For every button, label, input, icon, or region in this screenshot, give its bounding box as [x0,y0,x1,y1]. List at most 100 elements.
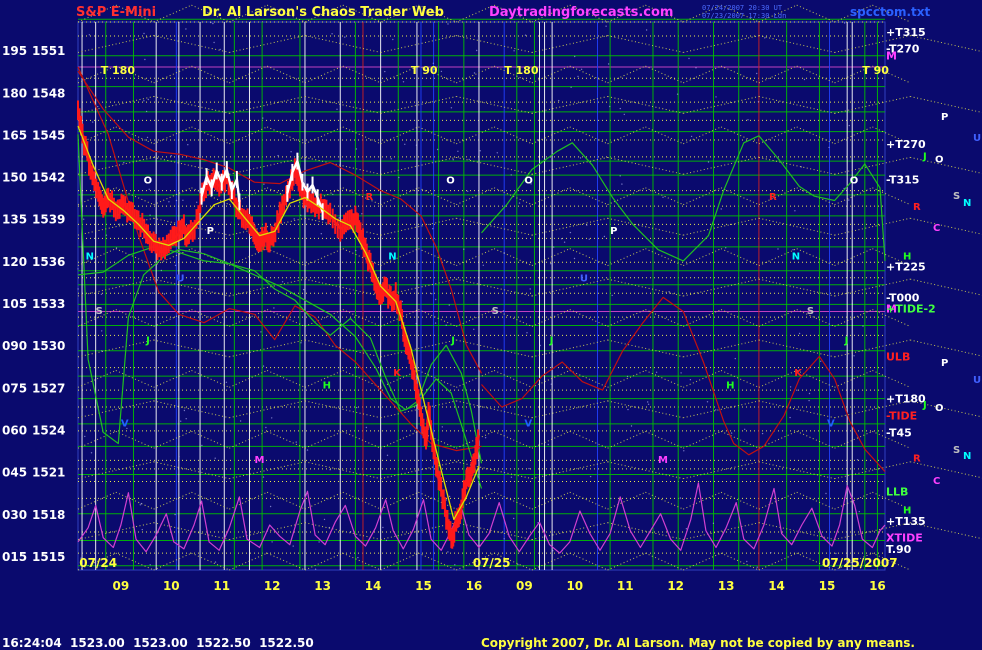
flux-line [342,370,381,388]
flux-line [153,65,192,84]
planet-label: R [769,192,777,203]
flux-line [531,552,570,571]
planet-label: O [144,175,153,186]
right-line-label: +T180 [886,393,926,406]
star-dot [306,449,309,451]
star-dot [621,183,623,185]
right-line-label: LLB [886,485,908,498]
flux-line [683,126,722,145]
flux-line [229,552,268,571]
aspect-label: R [913,202,921,213]
star-dot [196,201,198,203]
aspect-label: H [903,506,911,517]
star-dot [143,32,145,35]
flux-line [191,430,230,449]
y-tick-right-label: 1527 [32,381,65,395]
star-dot [331,33,333,35]
star-dot [647,401,649,403]
flux-line [834,187,873,206]
right-line-label: M [886,50,897,63]
star-dot [250,237,253,239]
star-dot [152,292,154,294]
timestamp-line-1: 07/24/2007 20:30 UT [702,4,783,12]
x-tick-label: 09 [113,579,130,593]
flux-line [569,65,608,84]
star-dot [269,505,272,508]
flux-line [229,339,306,358]
star-dot [503,252,505,254]
flux-line [834,156,911,175]
star-dot [401,300,404,303]
y-tick-left-label: 060 [2,423,27,437]
star-dot [182,199,184,201]
flux-line [266,248,306,267]
flux-line [456,156,533,175]
flux-line [153,400,230,419]
flux-line [834,400,911,419]
star-dot [277,154,279,157]
flux-line [910,400,982,418]
t-label: T 90 [862,64,889,77]
right-line-label: +TIDE-2 [886,303,936,316]
flux-line [229,430,268,449]
star-dot [685,528,688,530]
right-line-label: -T315 [886,173,919,186]
star-dot [293,218,295,220]
flux-line [153,187,192,206]
star-dot [432,228,434,230]
flux-line [607,248,646,267]
star-dot [479,150,481,152]
flux-line [456,126,495,145]
star-dot [524,34,527,36]
flux-line [758,278,835,297]
star-dot [290,151,292,153]
flux-line [910,35,982,53]
flux-line [758,126,797,145]
star-dot [689,379,692,381]
y-tick-right-label: 1524 [32,423,65,437]
flux-line [569,309,608,327]
flux-line [456,522,533,541]
star-dot [140,502,143,505]
flux-line [834,95,911,114]
star-dot [626,375,629,378]
star-dot [530,183,532,185]
flux-line [758,370,797,388]
flux-line [607,35,684,53]
star-dot [712,522,715,524]
flux-line [266,552,306,571]
flux-line [266,491,306,510]
star-dot [619,107,621,110]
flux-line [645,65,684,84]
flux-line [380,248,419,267]
flux-line [531,400,608,419]
flux-line [304,126,344,145]
y-tick-right-label: 1530 [32,339,65,353]
flux-line [456,461,533,480]
star-dot [225,381,228,383]
star-dot [328,526,331,529]
site-url[interactable]: Daytradingforecasts.com [489,5,674,20]
star-dot [676,93,679,95]
planet-label: P [610,226,617,237]
planet-label: S [492,306,499,317]
star-dot [452,159,454,161]
star-dot [398,176,400,179]
planet-label: K [794,368,803,379]
flux-line [153,552,192,571]
planet-label: K [393,368,402,379]
flux-line [380,430,419,449]
star-dot [105,234,108,236]
flux-line [796,370,835,388]
flux-line [229,278,306,297]
star-dot [101,350,103,352]
flux-line [683,461,760,480]
star-dot [468,158,470,161]
y-tick-left-label: 120 [2,255,27,269]
star-dot [262,117,264,119]
star-dot [382,526,384,529]
star-dot [83,218,85,220]
star-dot [440,70,443,73]
flux-line [683,35,760,53]
date-label: 07/25 [473,556,511,570]
